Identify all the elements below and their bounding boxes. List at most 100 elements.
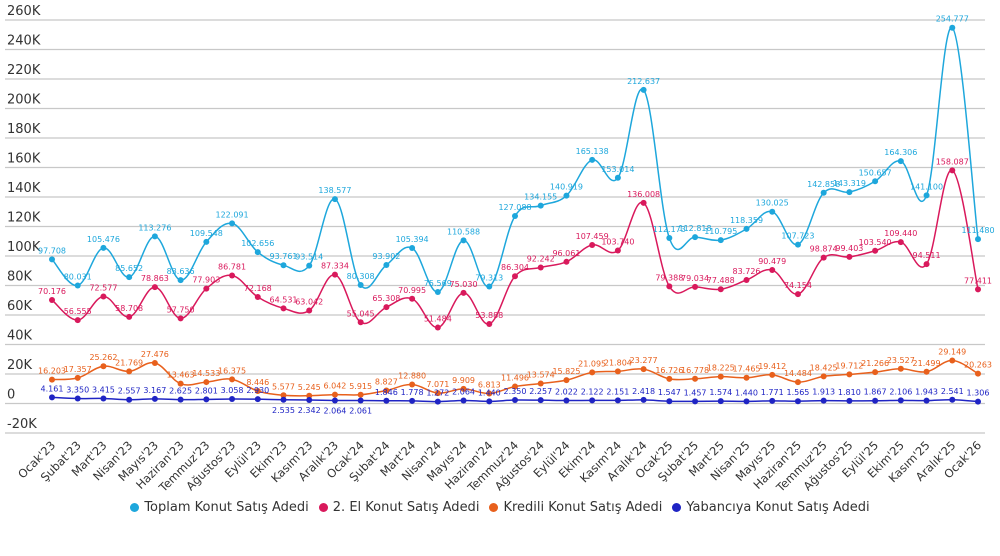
data-point[interactable] bbox=[614, 368, 621, 375]
data-point[interactable] bbox=[460, 397, 467, 404]
data-point[interactable] bbox=[537, 264, 544, 271]
data-point[interactable] bbox=[717, 398, 724, 405]
data-point[interactable] bbox=[229, 395, 236, 402]
data-point[interactable] bbox=[460, 237, 467, 244]
data-point[interactable] bbox=[100, 395, 107, 402]
data-point[interactable] bbox=[383, 387, 390, 394]
data-point[interactable] bbox=[769, 208, 776, 215]
data-point[interactable] bbox=[460, 289, 467, 296]
data-point[interactable] bbox=[975, 370, 981, 377]
data-point[interactable] bbox=[280, 392, 287, 399]
data-point[interactable] bbox=[794, 291, 801, 298]
data-point[interactable] bbox=[846, 253, 853, 260]
data-point[interactable] bbox=[151, 284, 158, 291]
data-point[interactable] bbox=[692, 398, 699, 405]
data-point[interactable] bbox=[74, 282, 81, 289]
data-point[interactable] bbox=[923, 368, 930, 375]
data-point[interactable] bbox=[460, 385, 467, 392]
data-point[interactable] bbox=[280, 396, 287, 403]
data-point[interactable] bbox=[229, 220, 236, 227]
data-point[interactable] bbox=[177, 396, 184, 403]
data-point[interactable] bbox=[692, 375, 699, 382]
data-point[interactable] bbox=[486, 321, 493, 328]
data-point[interactable] bbox=[409, 245, 416, 252]
data-point[interactable] bbox=[280, 305, 287, 312]
data-point[interactable] bbox=[512, 397, 518, 404]
data-point[interactable] bbox=[872, 178, 879, 185]
data-point[interactable] bbox=[74, 395, 81, 402]
data-point[interactable] bbox=[203, 285, 210, 292]
legend-item[interactable]: Kredili Konut Satış Adedi bbox=[489, 500, 662, 515]
data-point[interactable] bbox=[409, 295, 416, 302]
data-point[interactable] bbox=[897, 239, 904, 246]
data-point[interactable] bbox=[203, 238, 210, 245]
data-point[interactable] bbox=[126, 313, 133, 320]
data-point[interactable] bbox=[486, 283, 493, 290]
data-point[interactable] bbox=[614, 247, 621, 254]
data-point[interactable] bbox=[49, 296, 55, 303]
data-point[interactable] bbox=[512, 273, 518, 280]
legend-item[interactable]: 2. El Konut Satış Adedi bbox=[318, 500, 479, 515]
data-point[interactable] bbox=[820, 373, 827, 380]
data-point[interactable] bbox=[74, 374, 81, 381]
data-point[interactable] bbox=[717, 373, 724, 380]
data-point[interactable] bbox=[794, 398, 801, 405]
data-point[interactable] bbox=[743, 225, 750, 232]
data-point[interactable] bbox=[306, 307, 313, 314]
data-point[interactable] bbox=[743, 277, 750, 284]
data-point[interactable] bbox=[434, 289, 441, 296]
data-point[interactable] bbox=[949, 357, 956, 364]
data-point[interactable] bbox=[846, 371, 853, 378]
data-point[interactable] bbox=[537, 397, 544, 404]
data-point[interactable] bbox=[872, 397, 879, 404]
data-point[interactable] bbox=[975, 398, 981, 405]
data-point[interactable] bbox=[100, 363, 107, 370]
data-point[interactable] bbox=[49, 376, 55, 383]
data-point[interactable] bbox=[975, 236, 981, 243]
data-point[interactable] bbox=[306, 397, 313, 404]
data-point[interactable] bbox=[769, 267, 776, 274]
data-point[interactable] bbox=[280, 262, 287, 269]
data-point[interactable] bbox=[589, 369, 596, 376]
data-point[interactable] bbox=[949, 24, 956, 31]
data-point[interactable] bbox=[975, 286, 981, 293]
data-point[interactable] bbox=[126, 274, 133, 281]
data-point[interactable] bbox=[872, 247, 879, 254]
data-point[interactable] bbox=[666, 398, 673, 405]
data-point[interactable] bbox=[589, 241, 596, 248]
data-point[interactable] bbox=[177, 277, 184, 284]
data-point[interactable] bbox=[383, 261, 390, 268]
data-point[interactable] bbox=[743, 398, 750, 405]
data-point[interactable] bbox=[486, 398, 493, 405]
data-point[interactable] bbox=[923, 397, 930, 404]
data-point[interactable] bbox=[692, 283, 699, 290]
data-point[interactable] bbox=[589, 397, 596, 404]
data-point[interactable] bbox=[331, 196, 338, 203]
data-point[interactable] bbox=[100, 293, 107, 300]
data-point[interactable] bbox=[254, 249, 261, 256]
data-point[interactable] bbox=[306, 262, 313, 269]
data-point[interactable] bbox=[254, 294, 261, 301]
data-point[interactable] bbox=[769, 397, 776, 404]
data-point[interactable] bbox=[949, 396, 956, 403]
data-point[interactable] bbox=[820, 254, 827, 261]
data-point[interactable] bbox=[563, 258, 570, 265]
data-point[interactable] bbox=[846, 189, 853, 196]
data-point[interactable] bbox=[74, 317, 81, 324]
data-point[interactable] bbox=[151, 233, 158, 240]
data-point[interactable] bbox=[589, 156, 596, 163]
data-point[interactable] bbox=[126, 396, 133, 403]
data-point[interactable] bbox=[949, 167, 956, 174]
data-point[interactable] bbox=[434, 390, 441, 397]
data-point[interactable] bbox=[151, 395, 158, 402]
data-point[interactable] bbox=[769, 371, 776, 378]
data-point[interactable] bbox=[49, 256, 55, 263]
data-point[interactable] bbox=[794, 241, 801, 248]
data-point[interactable] bbox=[640, 366, 647, 373]
data-point[interactable] bbox=[820, 189, 827, 196]
data-point[interactable] bbox=[614, 174, 621, 181]
data-point[interactable] bbox=[203, 379, 210, 386]
data-point[interactable] bbox=[357, 282, 364, 289]
data-point[interactable] bbox=[897, 365, 904, 372]
data-point[interactable] bbox=[254, 388, 261, 395]
